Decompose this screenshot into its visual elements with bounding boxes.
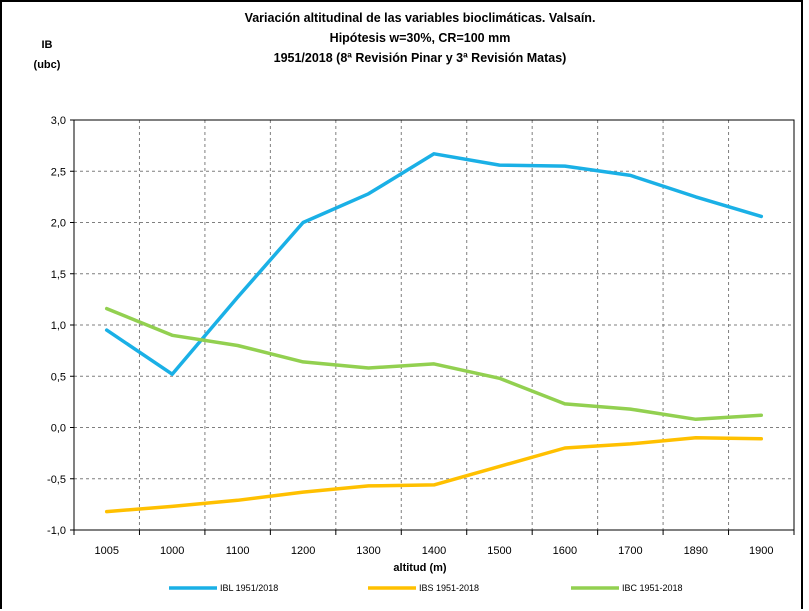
- plot-area: [73, 119, 795, 531]
- legend-label-2: IBS 1951-2018: [419, 583, 479, 593]
- x-tick-label: 1005: [94, 545, 118, 557]
- series-line-3: [104, 306, 764, 422]
- x-axis-label: altitud (m): [393, 562, 446, 574]
- y-tick-label: 1,5: [51, 269, 66, 281]
- y-tick-label: -0,5: [47, 474, 66, 486]
- legend: IBL 1951/2018 IBS 1951-2018 IBC 1951-2018: [169, 583, 683, 593]
- x-tick-label: 1900: [749, 545, 773, 557]
- chart-title-line-1: Variación altitudinal de las variables b…: [245, 11, 596, 25]
- y-tick-label: 0,0: [51, 423, 66, 435]
- x-tick-label: 1890: [684, 545, 708, 557]
- chart-title: Variación altitudinal de las variables b…: [245, 11, 596, 65]
- grid-lines: [70, 119, 795, 535]
- x-tick-labels: 1005 1000 1100 1200 1300 1400 1500 1600 1700 1890…: [94, 545, 773, 557]
- x-tick-label: 1100: [226, 545, 250, 557]
- series-lines: [104, 152, 764, 514]
- y-axis-label-line-2: (ubc): [34, 59, 61, 71]
- y-tick-label: -1,0: [47, 525, 66, 537]
- y-tick-labels: -1,0 -0,5 0,0 0,5 1,0 1,5 2,0 2,5 3,0: [47, 115, 66, 537]
- x-tick-label: 1600: [553, 545, 577, 557]
- x-tick-label: 1300: [356, 545, 380, 557]
- y-tick-label: 1,0: [51, 320, 66, 332]
- series-line-1: [104, 152, 764, 376]
- series-line-2: [104, 436, 764, 514]
- x-tick-label: 1700: [618, 545, 642, 557]
- y-tick-label: 3,0: [51, 115, 66, 127]
- chart-title-line-2: Hipótesis w=30%, CR=100 mm: [330, 31, 511, 45]
- x-tick-label: 1000: [160, 545, 184, 557]
- chart-title-line-3: 1951/2018 (8ª Revisión Pinar y 3ª Revisi…: [274, 51, 567, 65]
- legend-label-3: IBC 1951-2018: [622, 583, 683, 593]
- x-tick-label: 1500: [487, 545, 511, 557]
- legend-label-1: IBL 1951/2018: [220, 583, 278, 593]
- x-tick-label: 1200: [291, 545, 315, 557]
- y-tick-label: 2,5: [51, 166, 66, 178]
- y-tick-label: 2,0: [51, 218, 66, 230]
- y-tick-label: 0,5: [51, 371, 66, 383]
- x-tick-label: 1400: [422, 545, 446, 557]
- y-axis-label-line-1: IB: [42, 39, 53, 51]
